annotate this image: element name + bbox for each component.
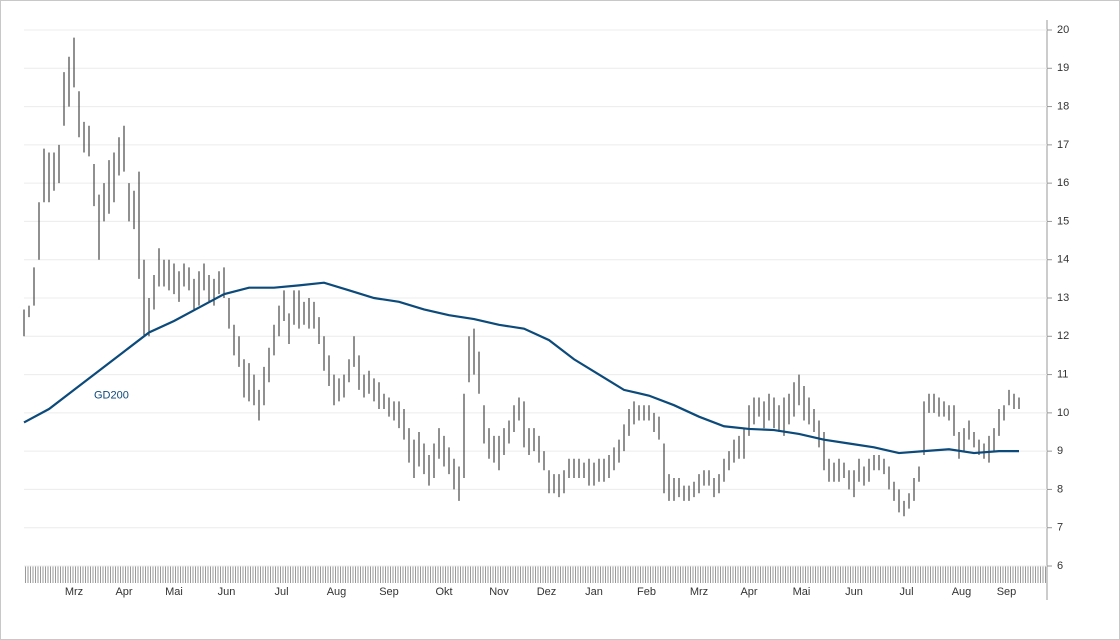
- x-tick-label: Nov: [489, 586, 509, 598]
- x-tick-label: Sep: [997, 586, 1017, 598]
- y-tick-label: 11: [1057, 368, 1068, 380]
- y-tick-label: 9: [1057, 445, 1063, 457]
- ma-label: GD200: [94, 390, 129, 402]
- x-tick-label: Dez: [537, 586, 557, 598]
- x-tick-label: Jun: [845, 586, 863, 598]
- x-tick-label: Apr: [115, 586, 132, 598]
- y-tick-label: 18: [1057, 100, 1069, 112]
- x-tick-label: Apr: [740, 586, 757, 598]
- x-tick-label: Mrz: [690, 586, 708, 598]
- y-tick-label: 13: [1057, 292, 1069, 304]
- x-tick-label: Jun: [218, 586, 236, 598]
- y-tick-label: 15: [1057, 215, 1069, 227]
- minor-ticks: [24, 566, 1047, 583]
- x-tick-label: Feb: [637, 586, 656, 598]
- y-tick-label: 7: [1057, 522, 1063, 534]
- y-tick-label: 20: [1057, 24, 1069, 36]
- y-tick-label: 14: [1057, 254, 1069, 266]
- x-tick-label: Jul: [899, 586, 913, 598]
- x-tick-label: Aug: [327, 586, 347, 598]
- x-tick-label: Sep: [379, 586, 399, 598]
- y-tick-label: 8: [1057, 483, 1063, 495]
- y-tick-label: 19: [1057, 62, 1069, 74]
- y-tick-label: 10: [1057, 407, 1069, 419]
- x-tick-label: Mai: [793, 586, 811, 598]
- y-tick-label: 6: [1057, 560, 1063, 572]
- x-tick-label: Mrz: [65, 586, 83, 598]
- x-tick-label: Mai: [165, 586, 183, 598]
- y-tick-label: 12: [1057, 330, 1069, 342]
- x-tick-label: Jul: [274, 586, 288, 598]
- y-tick-label: 17: [1057, 139, 1069, 151]
- x-tick-label: Aug: [952, 586, 972, 598]
- x-tick-label: Jan: [585, 586, 603, 598]
- ma-line: [23, 281, 1019, 455]
- y-tick-label: 16: [1057, 177, 1069, 189]
- x-tick-label: Okt: [435, 586, 452, 598]
